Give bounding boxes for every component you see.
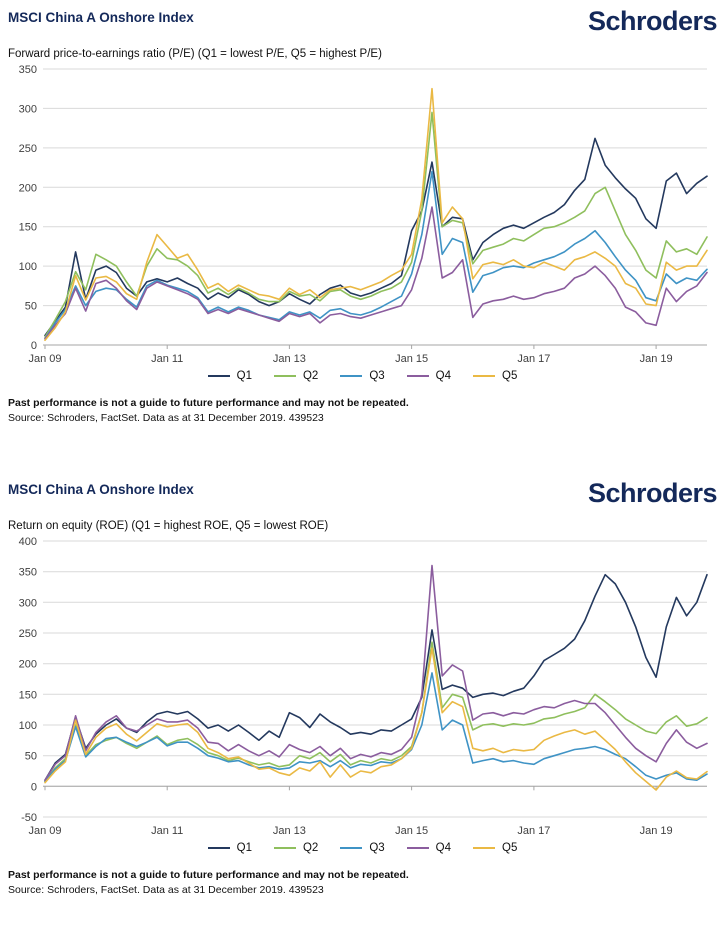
roe-chart-section: MSCI China A Onshore Index Schroders Ret… bbox=[8, 478, 718, 897]
schroders-logo: Schroders bbox=[587, 6, 718, 36]
y-axis-tick-label: 0 bbox=[31, 340, 37, 352]
legend-item-q1: Q1 bbox=[207, 842, 252, 854]
series-line-q4 bbox=[44, 564, 708, 781]
legend-label-q3: Q3 bbox=[369, 370, 385, 382]
legend-item-q2: Q2 bbox=[273, 370, 319, 382]
y-axis-tick-label: 250 bbox=[19, 628, 37, 640]
legend-item-q4: Q4 bbox=[406, 370, 452, 382]
roe-header: MSCI China A Onshore Index Schroders bbox=[8, 478, 718, 514]
series-line-q2 bbox=[44, 111, 708, 338]
y-axis-tick-label: 200 bbox=[19, 182, 37, 194]
y-axis-tick-label: 50 bbox=[25, 751, 37, 763]
series-line-q4 bbox=[44, 206, 708, 340]
legend-label-q1: Q1 bbox=[236, 370, 252, 382]
legend-label-q3: Q3 bbox=[369, 842, 385, 854]
series-line-q3 bbox=[44, 170, 708, 340]
legend-line-swatch-q2 bbox=[273, 846, 296, 850]
y-axis-tick-label: 100 bbox=[19, 261, 37, 273]
legend-line-swatch-q3 bbox=[340, 846, 363, 850]
legend-label-q2: Q2 bbox=[302, 842, 319, 854]
legend-item-q2: Q2 bbox=[273, 842, 319, 854]
y-axis-tick-label: 400 bbox=[19, 536, 37, 548]
legend-line-swatch-q1 bbox=[207, 846, 230, 850]
pe-line-chart: 0 50 100 150 200 250 300 350 Jan 09 Jan 11 Jan 13 J… bbox=[8, 61, 717, 367]
y-axis-tick-label: -50 bbox=[21, 812, 37, 824]
legend-label-q4: Q4 bbox=[435, 370, 452, 382]
legend-line-swatch-q5 bbox=[473, 374, 496, 378]
y-axis-tick-label: 150 bbox=[19, 222, 37, 234]
legend-label-q5: Q5 bbox=[502, 842, 518, 854]
x-axis-tick-label: Jan 17 bbox=[517, 353, 550, 365]
legend-line-swatch-q1 bbox=[207, 374, 230, 378]
legend-item-q5: Q5 bbox=[473, 370, 517, 382]
legend-line-swatch-q2 bbox=[273, 374, 296, 378]
x-axis-tick-label: Jan 19 bbox=[640, 825, 673, 837]
series-line-q1 bbox=[44, 137, 708, 337]
x-axis-tick-label: Jan 11 bbox=[151, 825, 183, 837]
legend-item-q1: Q1 bbox=[207, 370, 252, 382]
legend-line-swatch-q3 bbox=[340, 374, 363, 378]
y-axis-tick-label: 300 bbox=[19, 103, 37, 115]
legend-label-q1: Q1 bbox=[236, 842, 252, 854]
x-axis-tick-label: Jan 17 bbox=[517, 825, 550, 837]
series-line-q2 bbox=[44, 641, 708, 783]
y-axis-tick-label: 50 bbox=[25, 301, 37, 313]
x-axis-tick-label: Jan 15 bbox=[395, 353, 428, 365]
past-performance-note: Past performance is not a guide to futur… bbox=[8, 397, 409, 409]
y-axis-tick-label: 0 bbox=[31, 781, 37, 793]
legend-label-q5: Q5 bbox=[502, 370, 518, 382]
page-title-2: MSCI China A Onshore Index bbox=[8, 482, 194, 497]
pe-chart-subtitle: Forward price-to-earnings ratio (P/E) (Q… bbox=[8, 48, 382, 60]
schroders-logo-2: Schroders bbox=[587, 478, 718, 508]
x-axis-tick-label: Jan 13 bbox=[273, 353, 306, 365]
legend-line-swatch-q5 bbox=[473, 846, 496, 850]
legend-item-q5: Q5 bbox=[473, 842, 517, 854]
legend-item-q3: Q3 bbox=[340, 370, 385, 382]
y-axis-tick-label: 250 bbox=[19, 143, 37, 155]
roe-line-chart: -50 0 50 100 150 200 250 300 350 400 Jan 09 Jan 11 J… bbox=[8, 533, 717, 839]
legend-label-q2: Q2 bbox=[302, 370, 319, 382]
source-note: Source: Schroders, FactSet. Data as at 3… bbox=[8, 412, 324, 424]
y-axis-tick-label: 100 bbox=[19, 720, 37, 732]
y-axis-tick-label: 350 bbox=[19, 64, 37, 76]
pe-chart-section: MSCI China A Onshore Index Schroders For… bbox=[8, 6, 718, 425]
source-note-2: Source: Schroders, FactSet. Data as at 3… bbox=[8, 884, 324, 896]
x-axis-tick-label: Jan 09 bbox=[28, 353, 61, 365]
roe-legend: Q1 Q2 Q3 Q4 Q5 bbox=[8, 840, 717, 856]
roe-chart-subtitle: Return on equity (ROE) (Q1 = highest ROE… bbox=[8, 520, 329, 532]
x-axis-tick-label: Jan 09 bbox=[28, 825, 61, 837]
past-performance-note-2: Past performance is not a guide to futur… bbox=[8, 869, 409, 881]
series-line-q3 bbox=[44, 672, 708, 783]
x-axis-tick-label: Jan 19 bbox=[640, 353, 673, 365]
legend-label-q4: Q4 bbox=[435, 842, 452, 854]
y-axis-tick-label: 350 bbox=[19, 567, 37, 579]
legend-line-swatch-q4 bbox=[406, 846, 429, 850]
y-axis-tick-label: 150 bbox=[19, 689, 37, 701]
x-axis-tick-label: Jan 11 bbox=[151, 353, 183, 365]
x-axis-tick-label: Jan 13 bbox=[273, 825, 306, 837]
y-axis-tick-label: 200 bbox=[19, 659, 37, 671]
series-line-q5 bbox=[44, 647, 708, 791]
legend-item-q4: Q4 bbox=[406, 842, 452, 854]
pe-legend: Q1 Q2 Q3 Q4 Q5 bbox=[8, 368, 717, 384]
legend-line-swatch-q4 bbox=[406, 374, 429, 378]
x-axis-tick-label: Jan 15 bbox=[395, 825, 428, 837]
page-title: MSCI China A Onshore Index bbox=[8, 10, 194, 25]
pe-header: MSCI China A Onshore Index Schroders bbox=[8, 6, 718, 42]
series-line-q5 bbox=[44, 87, 708, 342]
legend-item-q3: Q3 bbox=[340, 842, 385, 854]
series-line-q1 bbox=[44, 573, 708, 781]
y-axis-tick-label: 300 bbox=[19, 597, 37, 609]
